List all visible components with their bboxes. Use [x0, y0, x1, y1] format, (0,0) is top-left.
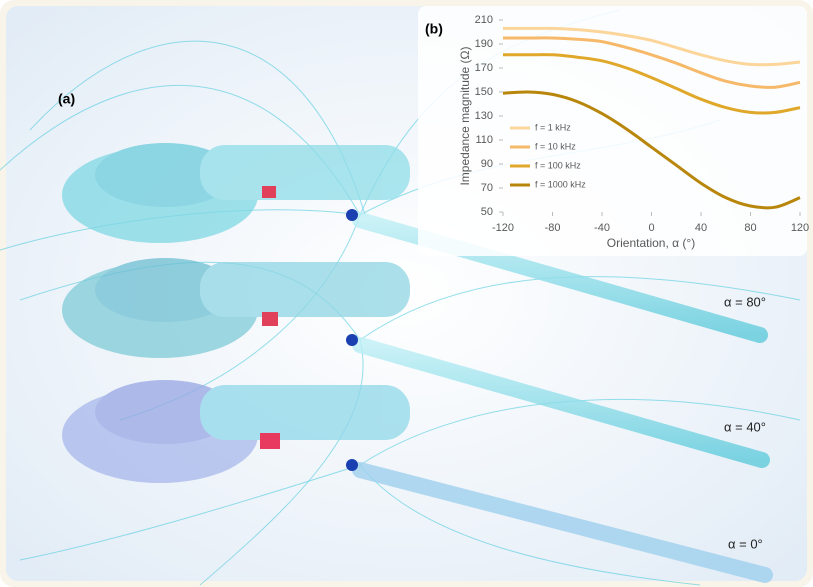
angle-label: α = 80°	[724, 294, 766, 309]
angle-label: α = 0°	[728, 536, 763, 551]
panel-label: (b)	[425, 21, 443, 37]
panel-label: (a)	[58, 91, 75, 107]
x-tick-label: -40	[594, 222, 610, 234]
y-axis-label: Impedance magnitude (Ω)	[458, 46, 472, 185]
x-tick-label: -120	[492, 222, 514, 234]
angle-label: α = 40°	[724, 419, 766, 434]
y-tick-label: 150	[475, 86, 493, 98]
y-tick-label: 90	[481, 158, 493, 170]
x-tick-label: 0	[648, 222, 654, 234]
y-tick-label: 110	[475, 134, 493, 146]
x-tick-label: -80	[545, 222, 561, 234]
legend-label: f = 1 kHz	[535, 122, 571, 132]
legend-label: f = 100 kHz	[535, 160, 581, 170]
y-tick-label: 130	[475, 110, 493, 122]
y-tick-label: 190	[475, 38, 493, 50]
x-tick-label: 80	[744, 222, 756, 234]
figure: (a) α = 80° α = 40° α = 0° (b) Orientati…	[0, 0, 813, 587]
x-axis-label: Orientation, α (°)	[607, 236, 695, 250]
y-tick-label: 170	[475, 62, 493, 74]
legend-label: f = 10 kHz	[535, 141, 576, 151]
x-tick-label: 40	[695, 222, 707, 234]
y-tick-label: 210	[475, 14, 493, 26]
legend-label: f = 1000 kHz	[535, 179, 586, 189]
y-tick-label: 70	[481, 182, 493, 194]
y-tick-label: 50	[481, 206, 493, 218]
x-tick-label: 120	[791, 222, 809, 234]
